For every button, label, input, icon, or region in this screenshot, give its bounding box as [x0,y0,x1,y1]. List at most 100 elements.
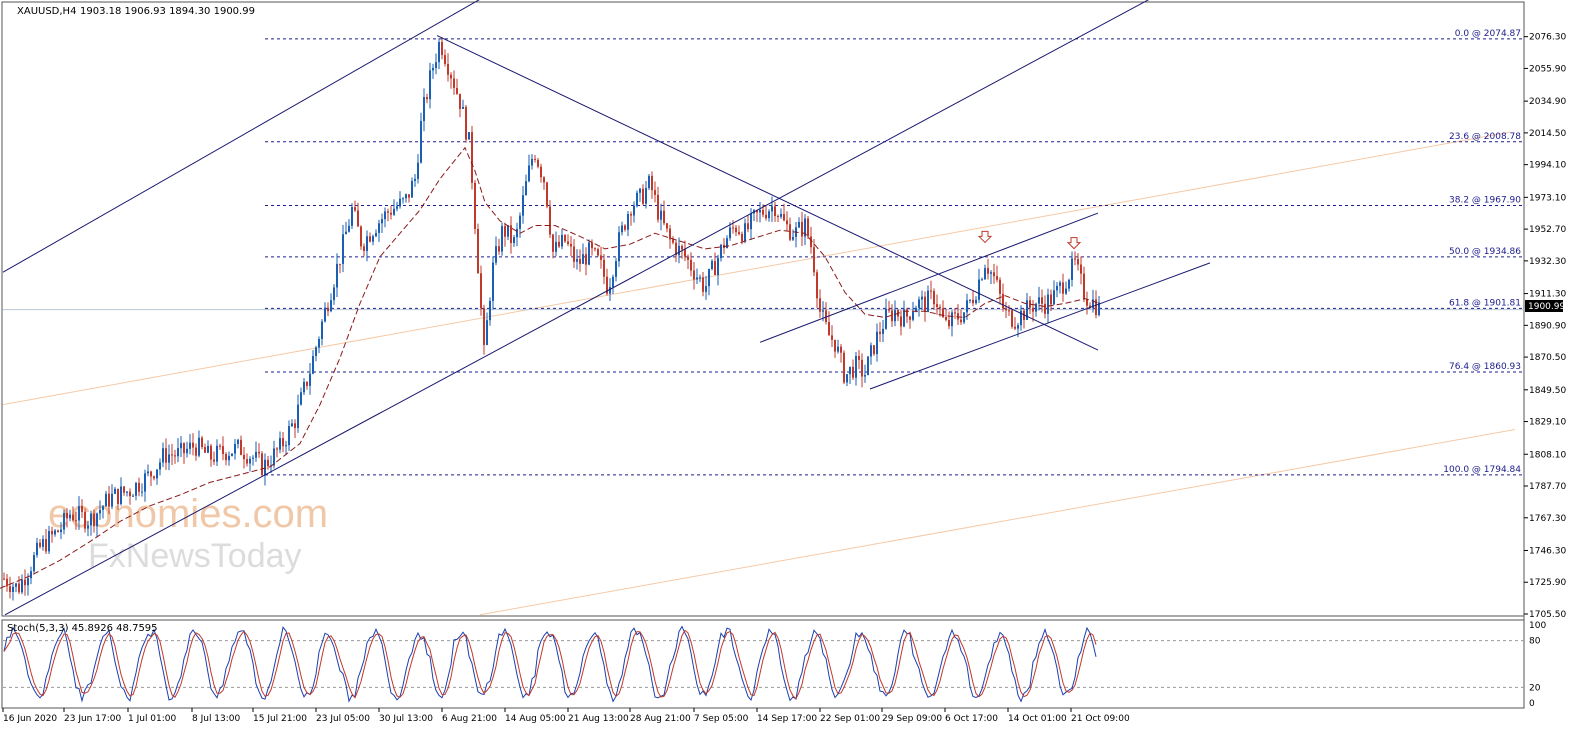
candle-body [864,375,866,377]
fib-label-0: 0.0 @ 2074.87 [1455,29,1521,39]
candle-body [624,225,626,230]
candle-body [1092,299,1094,308]
candle-body [216,445,218,462]
candle-body [1011,310,1013,327]
candle-body [42,539,44,547]
time-axis: 16 Jun 2020 23 Jun 17:00 1 Jul 01:00 8 Jul … [2,708,1130,724]
candle-body [300,392,302,405]
stoch-main-line [3,625,1097,703]
candle-body [861,359,863,377]
candle-body [771,206,773,212]
candle-body [993,272,995,277]
candle-body [1020,310,1022,326]
candle-body [399,198,401,207]
candle-body [678,245,680,256]
candle-body [645,187,647,204]
candle-body [489,300,491,321]
candle-body [525,181,527,196]
candle-body [846,374,848,383]
candle-body [720,244,722,259]
candle-body [507,225,509,237]
xtick-label-9: 21 Aug 13:00 [568,714,629,724]
ytick-label-15: 1767.30 [1529,514,1566,524]
candle-body [1056,285,1058,291]
main-chart-panel[interactable] [1,1,1525,617]
candle-body [810,236,812,248]
ma-line [0,146,1101,589]
candle-body [642,188,644,204]
candle-body [990,272,992,274]
candle-body [81,506,83,512]
candle-body [183,443,185,454]
stoch-tick-2: 20 [1529,683,1541,693]
candle-body [36,542,38,556]
candle-body [132,495,134,497]
candle-body [459,93,461,109]
trendline-3 [759,212,1099,343]
candle-body [210,445,212,460]
candle-body [978,279,980,300]
candle-body [258,451,260,454]
stoch-lines: 100 80 20 0 [3,621,1546,709]
candle-body [804,218,806,237]
candle-body [357,210,359,227]
candle-body [660,210,662,220]
candle-body [207,445,209,453]
candle-body [768,211,770,219]
candle-body [156,469,158,479]
candle-body [555,241,557,252]
candle-body [744,223,746,242]
xtick-label-2: 1 Jul 01:00 [128,714,177,724]
candle-body [819,298,821,312]
candle-body [912,312,914,320]
candle-body [474,182,476,229]
stoch-tick-1: 80 [1529,637,1541,647]
candle-body [1098,302,1100,316]
candle-body [441,41,443,56]
candle-body [714,261,716,276]
candle-body [96,513,98,527]
candle-body [747,223,749,230]
ytick-label-10: 1870.50 [1529,353,1566,363]
candle-body [261,453,263,475]
candle-body [1017,325,1019,329]
candle-body [588,242,590,265]
candle-body [471,132,473,183]
candle-body [477,228,479,274]
candle-body [618,232,620,262]
ytick-label-6: 1952.70 [1529,225,1566,235]
candle-body [1089,305,1091,308]
candle-body [1035,303,1037,312]
candle-body [1038,297,1040,304]
candle-body [414,178,416,181]
candle-body [939,306,941,309]
candle-body [21,579,23,593]
candle-body [1095,299,1097,316]
candle-body [612,276,614,288]
candle-body [690,259,692,271]
candle-body [348,225,350,232]
candle-body [1032,307,1034,312]
candle-body [882,328,884,334]
candle-body [522,195,524,216]
stoch-panel[interactable] [1,619,1525,709]
candle-body [192,442,194,448]
candle-body [783,214,785,221]
candle-body [1062,282,1064,294]
candle-body [315,347,317,357]
candle-body [669,228,671,240]
candle-body [1080,264,1082,274]
candle-body [147,471,149,474]
candle-body [99,509,101,514]
ytick-label-5: 1973.10 [1529,193,1566,203]
candle-body [381,219,383,224]
candle-body [549,206,551,235]
xtick-label-4: 15 Jul 21:00 [253,714,307,724]
candle-body [666,223,668,229]
candle-body [870,345,872,357]
candle-body [828,321,830,336]
candle-body [528,165,530,182]
candle-body [774,206,776,217]
candle-body [303,381,305,393]
candle-body [87,525,89,529]
